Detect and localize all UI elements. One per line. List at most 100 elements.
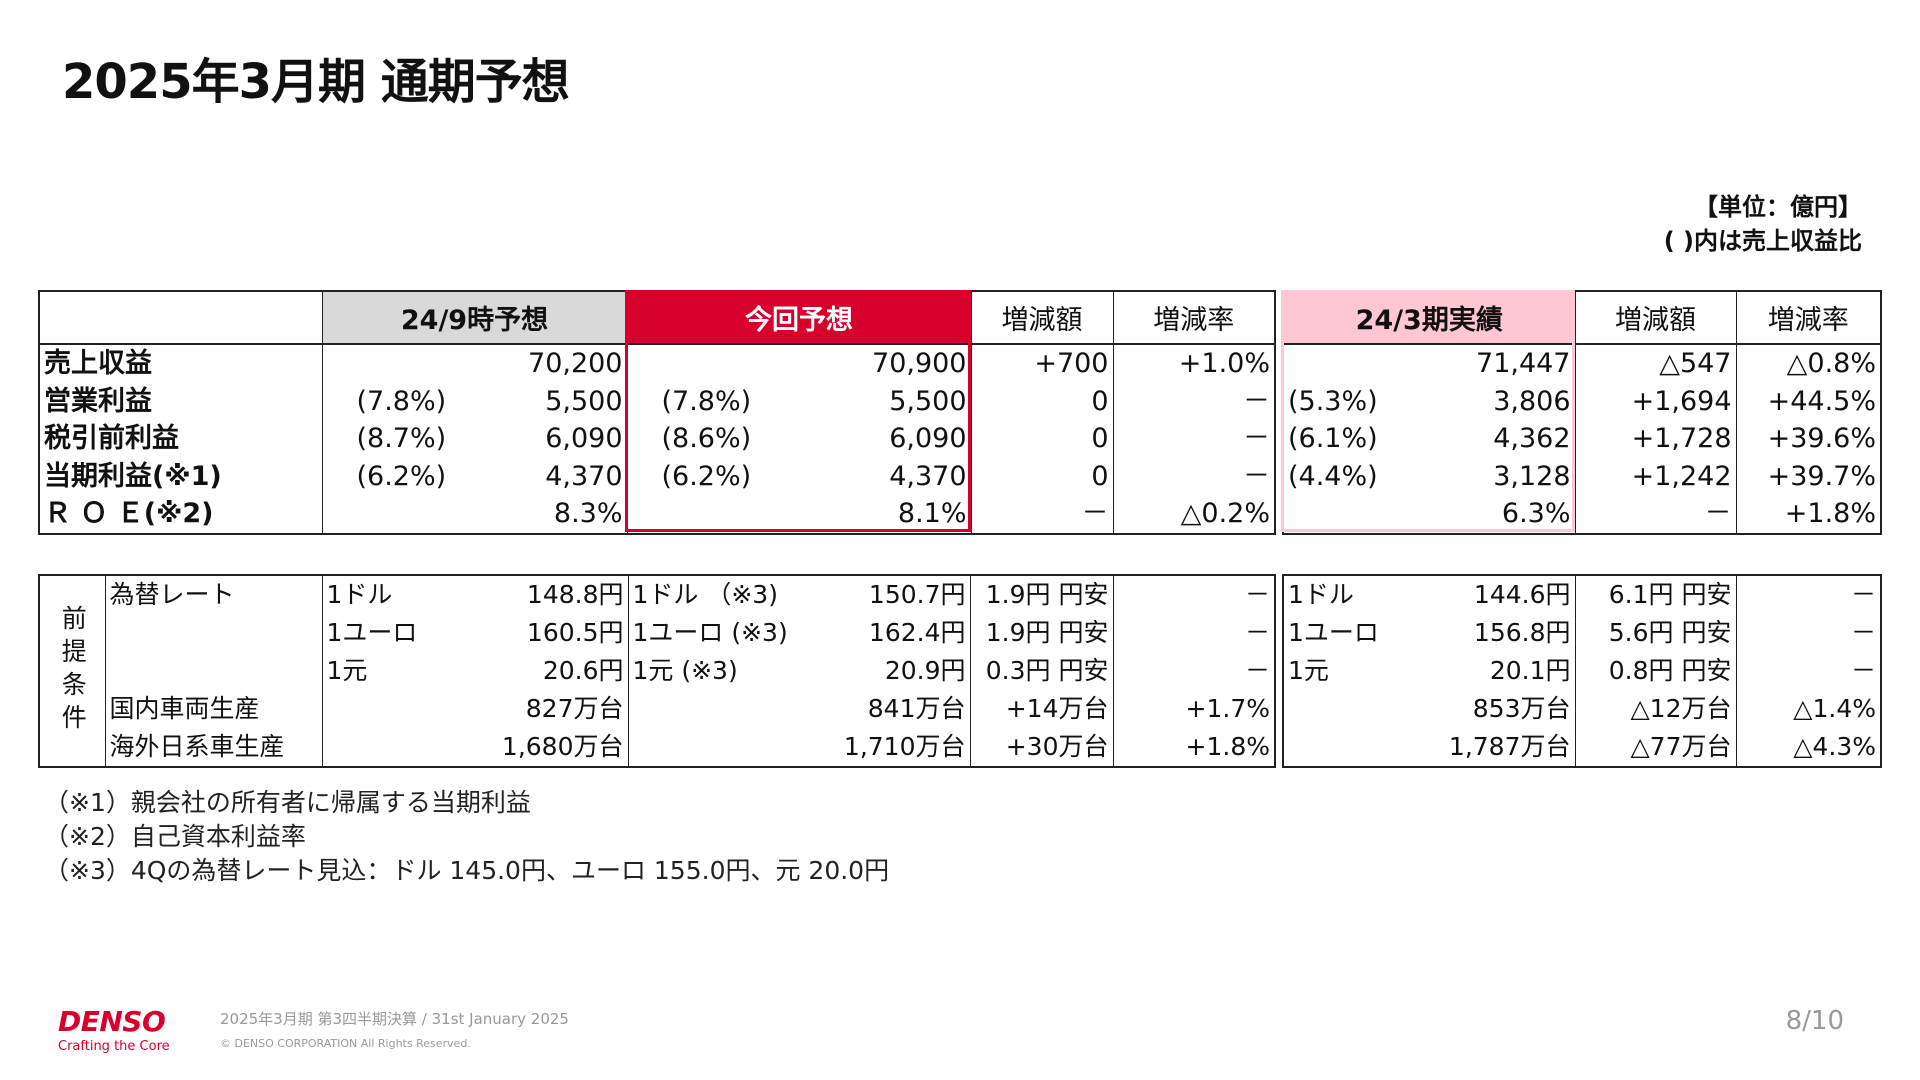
prev-forecast-cell-value: 5,500 (545, 385, 623, 417)
footer-info: 2025年3月期 第3四半期決算 / 31st January 2025 © D… (220, 1008, 569, 1050)
change-rate-actual-cell: +39.7% (1735, 457, 1882, 496)
change-rate-cell: +1.0% (1112, 344, 1276, 383)
table-row: 当期利益(※1) (6.2%) 4,370 (6.2%) 4,370 0 － (38, 457, 1276, 496)
change-amount-cell: 0.3円 円安 (969, 652, 1114, 690)
prev-forecast-cell: 1ユーロ 160.5円 (321, 614, 629, 652)
actual-cell: 853万台 (1282, 690, 1576, 728)
actual-cell-content: (6.1%) 4,362 (1288, 420, 1571, 458)
change-rate-cell: － (1112, 420, 1276, 458)
actual-cell-value: 3,128 (1493, 460, 1571, 492)
actual-cell-content: (5.3%) 3,806 (1288, 383, 1571, 421)
prev-forecast-cell-value: 827万台 (525, 694, 624, 723)
actual-cell-value: 3,806 (1493, 385, 1571, 417)
current-forecast-cell-sub: (7.8%) (661, 385, 752, 417)
assumptions-group-label: 前提条件 (38, 575, 106, 767)
change-amount-cell: 1.9円 円安 (969, 614, 1114, 652)
change-rate-actual-cell: － (1735, 614, 1882, 652)
actual-cell: 71,447 (1282, 344, 1576, 383)
prev-forecast-cell: (7.8%) 5,500 (321, 382, 628, 421)
actual-cell-sub: 1ドル (1288, 580, 1354, 609)
actual-cell: 6.3% (1282, 495, 1576, 534)
prev-forecast-cell-value: 4,370 (545, 460, 623, 492)
current-forecast-cell-value: 4,370 (889, 460, 967, 492)
row-label: 為替レート (104, 575, 323, 614)
actual-cell-content: 71,447 (1288, 345, 1571, 383)
actual-cell-content: 853万台 (1288, 690, 1571, 728)
change-amount-actual-cell: +1,694 (1574, 382, 1737, 421)
current-forecast-cell-content: 841万台 (633, 690, 966, 728)
table-row: 1ユーロ 160.5円 1ユーロ (※3) 162.4円 1.9円 円安－ (39, 614, 1276, 652)
change-amount-cell: － (970, 495, 1114, 534)
actual-cell-content: 1ドル 144.6円 (1288, 576, 1571, 614)
actual-cell-sub: (4.4%) (1288, 460, 1378, 492)
change-rate-actual-cell: － (1735, 652, 1882, 690)
prev-forecast-cell: 1元 20.6円 (321, 652, 629, 690)
prev-forecast-cell: 1ドル 148.8円 (321, 575, 629, 614)
actual-cell: 1ドル 144.6円 (1282, 575, 1576, 614)
current-forecast-cell-sub: (8.6%) (661, 423, 752, 455)
current-forecast-cell: 1,710万台 (627, 728, 971, 767)
actual-cell-content: 6.3% (1288, 495, 1571, 533)
prev-forecast-cell: 70,200 (321, 344, 628, 383)
change-rate-cell: +1.7% (1112, 690, 1276, 728)
current-forecast-cell: 8.1% (626, 495, 972, 534)
change-rate-actual-cell: +1.8% (1735, 495, 1882, 534)
change-rate-cell: △0.2% (1112, 495, 1276, 534)
actual-cell-value: 4,362 (1493, 423, 1571, 455)
header-prev-forecast: 24/9時予想 (321, 291, 628, 345)
unit-label: 【単位：億円】 (1694, 193, 1862, 221)
change-amount-actual-cell: △12万台 (1574, 690, 1737, 728)
actual-cell-sub: 1ユーロ (1288, 618, 1379, 647)
change-amount-actual-cell: △547 (1574, 344, 1737, 383)
assumptions-actual-table: 1ドル 144.6円 6.1円 円安－ 1ユーロ 156.8円 5.6円 円安－ 1元 20.… (1282, 574, 1882, 768)
actual-cell: 1元 20.1円 (1282, 652, 1576, 690)
current-forecast-cell-value: 6,090 (889, 423, 967, 455)
assumptions-table: 前提条件 為替レート 1ドル 148.8円 1ドル （※3) 150.7円 1.9円 円安－… (38, 574, 1276, 768)
current-forecast-cell: (7.8%) 5,500 (626, 382, 972, 421)
header-blank (38, 291, 323, 345)
current-forecast-cell: 1元 (※3) 20.9円 (627, 652, 971, 690)
header-actual: 24/3期実績 (1282, 291, 1576, 345)
prev-forecast-cell-sub: 1元 (326, 656, 368, 685)
ratio-note: ( )内は売上収益比 (1663, 227, 1862, 255)
prev-forecast-cell-content: 827万台 (327, 690, 624, 728)
row-label: 売上収益 (38, 344, 323, 383)
actual-cell-value: 71,447 (1476, 348, 1571, 379)
current-forecast-cell: 1ドル （※3) 150.7円 (627, 575, 971, 614)
prev-forecast-cell-sub: 1ドル (326, 580, 393, 609)
actual-cell-value: 156.8円 (1473, 618, 1571, 647)
prev-forecast-cell-value: 70,200 (528, 348, 623, 379)
table-row: 海外日系車生産 1,680万台 1,710万台 +30万台 +1.8% (39, 728, 1276, 767)
row-label (104, 652, 323, 690)
prev-forecast-cell-value: 148.8円 (526, 580, 624, 609)
change-rate-actual-cell: △1.4% (1735, 690, 1882, 728)
change-amount-cell: +700 (970, 344, 1114, 383)
change-rate-cell: － (1112, 575, 1276, 614)
header-change-amount-actual: 増減額 (1574, 291, 1737, 345)
current-forecast-cell-value: 1,710万台 (843, 732, 966, 761)
table-row: 1ユーロ 156.8円 5.6円 円安－ (1282, 614, 1882, 652)
current-forecast-cell: 841万台 (627, 690, 971, 728)
header-change-rate-actual: 増減率 (1735, 291, 1882, 345)
row-label: 税引前利益 (38, 420, 323, 458)
table-row: (5.3%) 3,806 +1,694 +44.5% (1282, 382, 1882, 421)
table-row: 1元 20.6円 1元 (※3) 20.9円 0.3円 円安－ (39, 652, 1276, 690)
table-row: 税引前利益 (8.7%) 6,090 (8.6%) 6,090 0 － (38, 420, 1276, 458)
prev-forecast-cell: (8.7%) 6,090 (321, 420, 628, 458)
prev-forecast-cell-value: 6,090 (545, 423, 623, 455)
current-forecast-cell-value: 841万台 (867, 694, 966, 723)
prev-forecast-cell-content: 1ユーロ 160.5円 (327, 614, 624, 652)
table-row: 853万台 △12万台 △1.4% (1282, 690, 1882, 728)
table-row: 国内車両生産 827万台 841万台 +14万台 +1.7% (39, 690, 1276, 728)
change-rate-cell: － (1112, 457, 1276, 496)
current-forecast-cell-value: 5,500 (889, 385, 967, 417)
change-amount-actual-cell: +1,728 (1574, 420, 1737, 458)
footnote-1: （※1）親会社の所有者に帰属する当期利益 (44, 788, 531, 817)
current-forecast-cell-content: 1元 (※3) 20.9円 (633, 652, 966, 690)
current-forecast-cell: 70,900 (626, 344, 972, 383)
logo-tagline: Crafting the Core (58, 1039, 170, 1054)
actual-cell-sub: (5.3%) (1288, 385, 1378, 417)
header-change-amount: 増減額 (970, 291, 1114, 345)
change-rate-cell: － (1112, 652, 1276, 690)
actual-cell: (5.3%) 3,806 (1282, 382, 1576, 421)
